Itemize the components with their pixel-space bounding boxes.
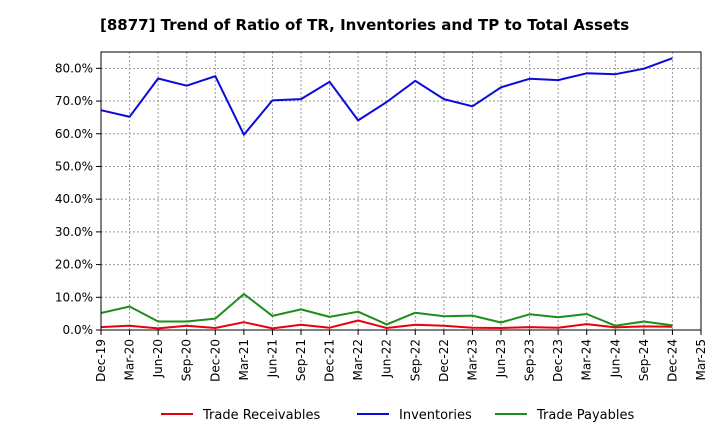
series-group xyxy=(100,57,673,330)
series-line-trade-payables xyxy=(100,293,673,327)
y-tick-label: 40.0% xyxy=(55,192,93,206)
y-axis: 0.0% 10.0% 20.0% 30.0% 40.0% 50.0% 60.0% 70.0% 8… xyxy=(55,61,101,337)
y-tick-label: 10.0% xyxy=(55,290,93,304)
x-tick-label: Mar-25 xyxy=(694,339,708,380)
x-tick-label: Sep-24 xyxy=(637,339,651,381)
chart-title: [8877] Trend of Ratio of TR, Inventories… xyxy=(100,16,629,34)
legend: Trade Receivables Inventories Trade Payabl… xyxy=(161,408,634,423)
series-line-trade-receivables xyxy=(100,319,673,330)
y-tick-label: 60.0% xyxy=(55,127,93,141)
grid xyxy=(100,52,702,331)
x-tick-label: Dec-19 xyxy=(94,339,108,382)
x-tick-label: Jun-22 xyxy=(380,339,394,378)
x-tick-label: Dec-21 xyxy=(323,339,337,382)
y-tick-label: 70.0% xyxy=(55,94,93,108)
x-tick-label: Jun-24 xyxy=(608,339,622,378)
legend-label-trade-receivables: Trade Receivables xyxy=(202,408,320,423)
x-tick-label: Dec-24 xyxy=(665,339,679,382)
legend-label-inventories: Inventories xyxy=(399,408,472,423)
x-tick-label: Mar-22 xyxy=(351,339,365,380)
y-tick-label: 80.0% xyxy=(55,61,93,75)
y-tick-label: 50.0% xyxy=(55,159,93,173)
plot-frame xyxy=(100,51,702,331)
x-tick-label: Jun-21 xyxy=(265,339,279,378)
x-tick-label: Sep-23 xyxy=(523,339,537,381)
x-tick-label: Mar-21 xyxy=(237,339,251,380)
y-tick-label: 30.0% xyxy=(55,225,93,239)
y-tick-label: 0.0% xyxy=(63,323,94,337)
x-tick-label: Dec-20 xyxy=(208,339,222,382)
x-tick-label: Jun-20 xyxy=(151,339,165,378)
x-tick-label: Mar-24 xyxy=(580,339,594,380)
x-tick-label: Sep-20 xyxy=(180,339,194,381)
legend-label-trade-payables: Trade Payables xyxy=(536,408,634,423)
x-tick-label: Jun-23 xyxy=(494,339,508,378)
x-tick-label: Mar-23 xyxy=(465,339,479,380)
series-line-inventories xyxy=(100,57,673,136)
x-tick-label: Dec-23 xyxy=(551,339,565,382)
x-axis: Dec-19 Mar-20 Jun-20 Sep-20 Dec-20 Mar-21 Jun-… xyxy=(94,330,708,382)
x-tick-label: Dec-22 xyxy=(437,339,451,382)
x-tick-label: Mar-20 xyxy=(123,339,137,380)
x-tick-label: Sep-21 xyxy=(294,339,308,381)
x-tick-label: Sep-22 xyxy=(408,339,422,381)
y-tick-label: 20.0% xyxy=(55,258,93,272)
